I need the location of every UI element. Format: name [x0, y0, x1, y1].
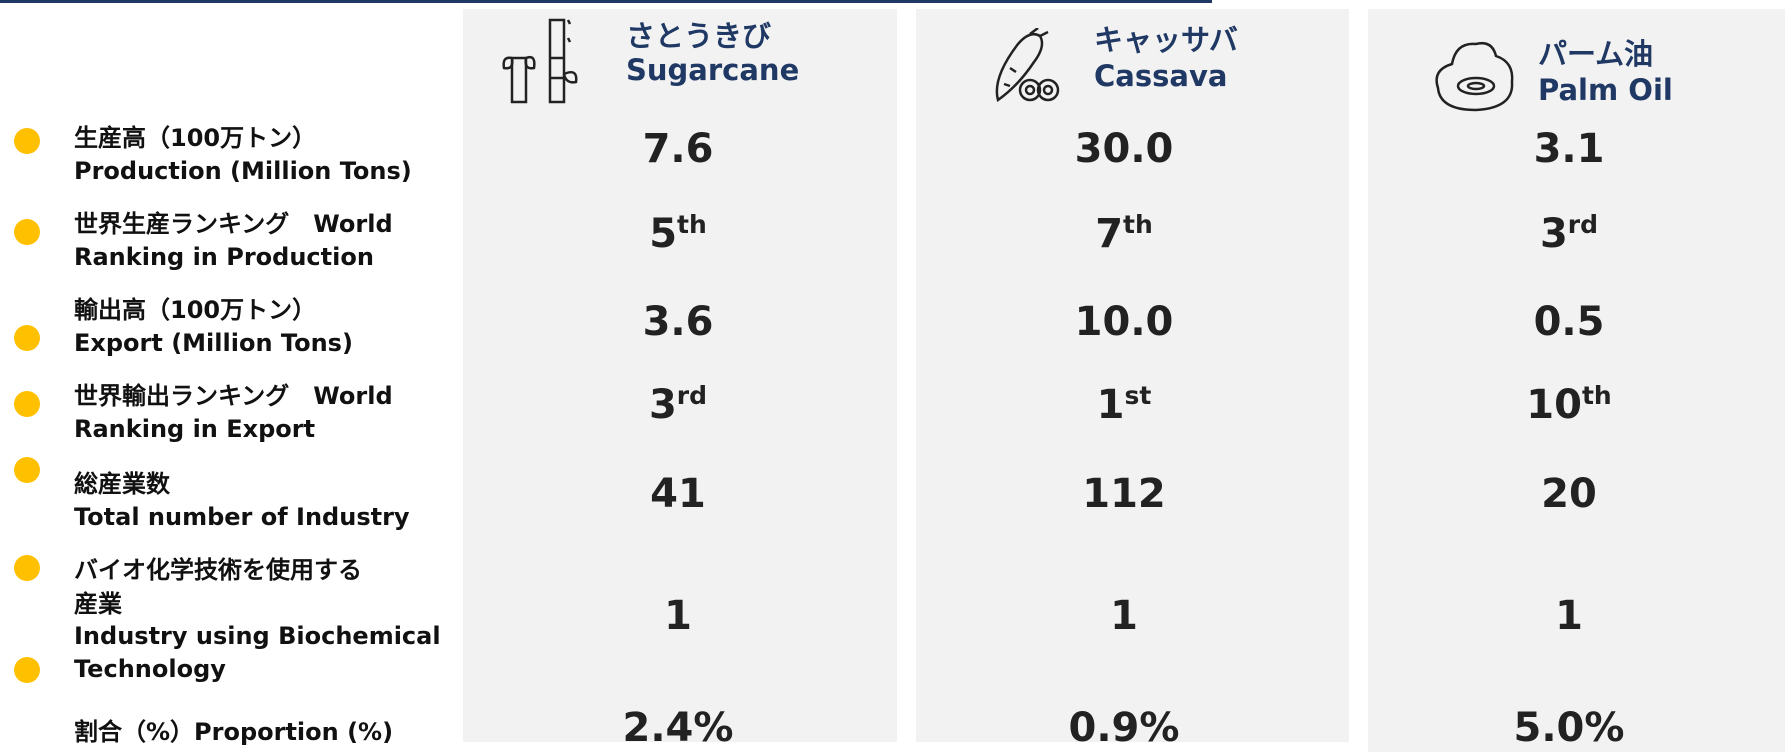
- cell-value: 1: [1555, 593, 1583, 639]
- cell-value: 30.0: [1074, 126, 1174, 172]
- cell-value: 3.6: [642, 299, 714, 345]
- cell-value: 1: [664, 593, 692, 639]
- cell-value: 3rd: [1540, 212, 1598, 254]
- row-label: 世界生産ランキング World: [74, 210, 393, 238]
- row-label: Total number of Industry: [74, 503, 410, 531]
- column-title-ja: さとうきび: [626, 19, 772, 53]
- column-title-en: Sugarcane: [626, 53, 800, 87]
- column-title-en: Palm Oil: [1538, 73, 1673, 107]
- row-label: Production (Million Tons): [74, 157, 412, 185]
- row-label: Ranking in Export: [74, 415, 316, 443]
- cell-value: 41: [650, 471, 706, 517]
- rank-number: 10: [1526, 382, 1582, 428]
- row-label: Technology: [74, 655, 226, 683]
- rank-number: 3: [1539, 211, 1568, 257]
- row-label: 生産高（100万トン）: [74, 124, 317, 152]
- rank-suffix: st: [1124, 381, 1152, 410]
- column-panel: [463, 9, 897, 742]
- cell-value: 1: [1110, 593, 1138, 639]
- rank-number: 5: [649, 211, 678, 257]
- rank-suffix: th: [677, 210, 707, 239]
- cell-value: 7th: [1095, 212, 1153, 254]
- cell-value: 0.9%: [1068, 705, 1180, 751]
- top-rule: [0, 0, 1212, 3]
- bullet: [14, 457, 40, 483]
- row-label: 産業: [74, 590, 122, 618]
- rank-number: 1: [1096, 382, 1125, 428]
- bullet: [14, 128, 40, 154]
- bullet: [14, 555, 40, 581]
- row-label: Ranking in Production: [74, 243, 374, 271]
- row-label: 総産業数: [74, 470, 170, 498]
- cell-value: 10.0: [1074, 299, 1174, 345]
- cell-value: 0.5: [1533, 299, 1605, 345]
- column-title-en: Cassava: [1094, 59, 1228, 93]
- sugarcane-icon: [502, 18, 578, 104]
- cell-value: 1st: [1097, 383, 1152, 425]
- row-label: Export (Million Tons): [74, 329, 353, 357]
- cell-value: 20: [1541, 471, 1597, 517]
- rank-suffix: rd: [1567, 210, 1599, 239]
- column-panel: [1368, 9, 1785, 752]
- cell-value: 10th: [1526, 383, 1611, 425]
- cell-value: 3rd: [649, 383, 707, 425]
- row-label: 世界輸出ランキング World: [74, 382, 393, 410]
- rank-suffix: rd: [676, 381, 708, 410]
- row-label: 割合（%）Proportion (%): [74, 718, 394, 746]
- column-title-ja: キャッサバ: [1094, 23, 1238, 57]
- cell-value: 3.1: [1533, 126, 1605, 172]
- rank-number: 3: [648, 382, 677, 428]
- cassava-icon: [995, 28, 1060, 103]
- rank-number: 7: [1095, 211, 1124, 257]
- cell-value: 5.0%: [1513, 705, 1625, 751]
- bullet: [14, 325, 40, 351]
- row-label: 輸出高（100万トン）: [74, 296, 317, 324]
- cell-value: 112: [1082, 471, 1166, 517]
- bullet: [14, 391, 40, 417]
- rank-suffix: th: [1581, 381, 1612, 410]
- cell-value: 2.4%: [622, 705, 734, 751]
- row-label: Industry using Biochemical: [74, 622, 441, 650]
- palm-oil-icon: [1435, 42, 1514, 112]
- bullet: [14, 219, 40, 245]
- column-title-ja: パーム油: [1538, 37, 1654, 71]
- cell-value: 5th: [649, 212, 707, 254]
- row-label: バイオ化学技術を使用する: [74, 556, 362, 584]
- cell-value: 7.6: [642, 126, 714, 172]
- bullet: [14, 657, 40, 683]
- column-panel: [916, 9, 1349, 742]
- rank-suffix: th: [1123, 210, 1153, 239]
